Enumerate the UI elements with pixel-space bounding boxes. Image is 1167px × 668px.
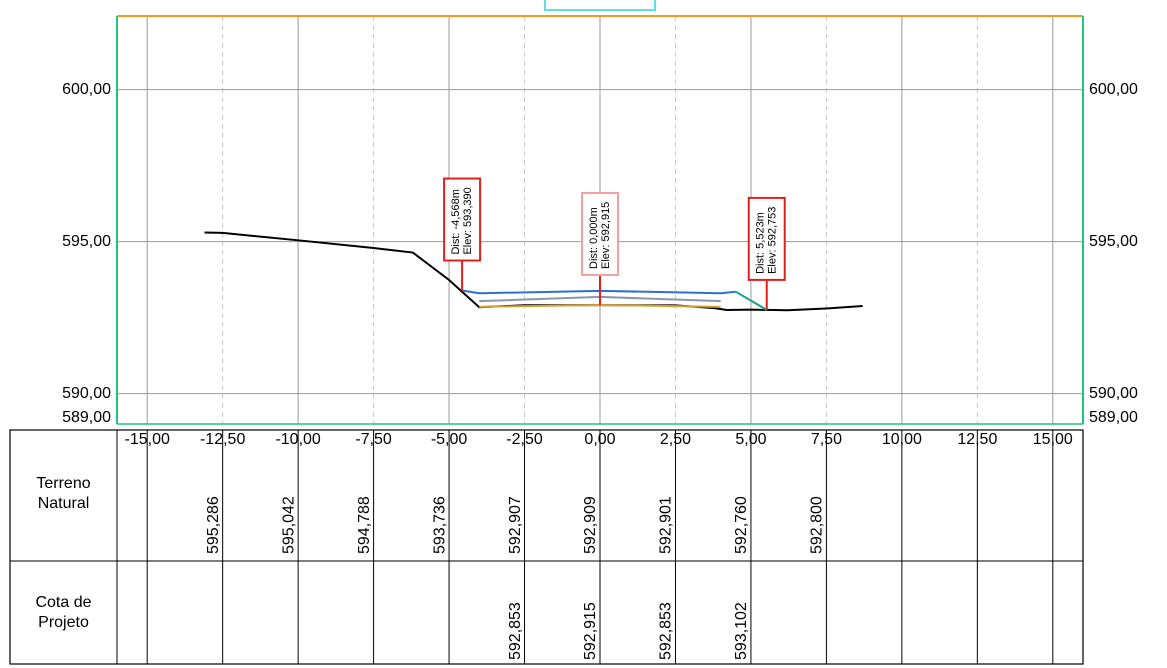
callout-text: Elev: 593,390	[462, 187, 474, 254]
y-tick-label: 590,00	[62, 385, 111, 402]
table-value: 592,760	[733, 496, 750, 554]
profile-line	[461, 289, 736, 295]
callout-box	[443, 177, 482, 262]
x-tick-label: 5,00	[735, 431, 766, 448]
y-tick-label: 600,00	[1089, 81, 1138, 98]
row-label: Cota de Projeto	[35, 593, 92, 631]
table-value: 592,853	[507, 602, 524, 660]
callout: Dist: 5,523m Elev: 592,753	[747, 196, 786, 310]
table-value: 593,736	[431, 496, 448, 554]
table-value: 595,042	[280, 496, 297, 554]
callout-box	[581, 191, 619, 276]
y-tick-label: 589,00	[1089, 409, 1138, 426]
table-value: 592,800	[809, 496, 826, 554]
callout: Dist: 0,000m Elev: 592,915	[581, 191, 619, 305]
callout: Dist: -4,568m Elev: 593,390	[443, 177, 482, 291]
callout-text: Dist: 0,000m	[588, 207, 600, 269]
x-tick-label: 12,50	[957, 431, 997, 448]
x-tick-label: -10,00	[275, 431, 320, 448]
callout-text: Elev: 592,753	[767, 207, 779, 274]
x-tick-label: 2,50	[660, 431, 691, 448]
table-value: 592,915	[582, 602, 599, 660]
callout-text: Elev: 592,915	[600, 202, 612, 269]
x-tick-label: -2,50	[506, 431, 543, 448]
table-value: 595,286	[205, 496, 222, 554]
x-tick-label: 15,00	[1033, 431, 1073, 448]
x-tick-label: 10,00	[882, 431, 922, 448]
row-label: Terreno Natural	[36, 475, 91, 512]
callout-text: Dist: -4,568m	[450, 189, 462, 254]
y-tick-label: 600,00	[62, 81, 111, 98]
table-value: 592,909	[582, 496, 599, 554]
title-box	[544, 0, 656, 11]
table-value: 594,788	[356, 496, 373, 554]
table-value: 592,901	[658, 496, 675, 554]
x-tick-label: -7,50	[355, 431, 392, 448]
y-tick-label: 595,00	[62, 233, 111, 250]
callout-box	[747, 196, 786, 281]
y-tick-label: 590,00	[1089, 385, 1138, 402]
table-value: 593,102	[733, 602, 750, 660]
x-tick-label: 7,50	[811, 431, 842, 448]
table-value: 592,853	[658, 602, 675, 660]
table-frame	[9, 429, 1084, 665]
x-tick-label: -5,00	[431, 431, 468, 448]
profile-line	[735, 290, 768, 311]
table-value: 592,907	[507, 496, 524, 554]
x-tick-label: -12,50	[200, 431, 245, 448]
x-tick-label: -15,00	[125, 431, 170, 448]
x-tick-label: 0,00	[584, 431, 615, 448]
y-tick-label: 595,00	[1089, 233, 1138, 250]
callout-text: Dist: 5,523m	[755, 212, 767, 274]
y-tick-label: 589,00	[62, 409, 111, 426]
